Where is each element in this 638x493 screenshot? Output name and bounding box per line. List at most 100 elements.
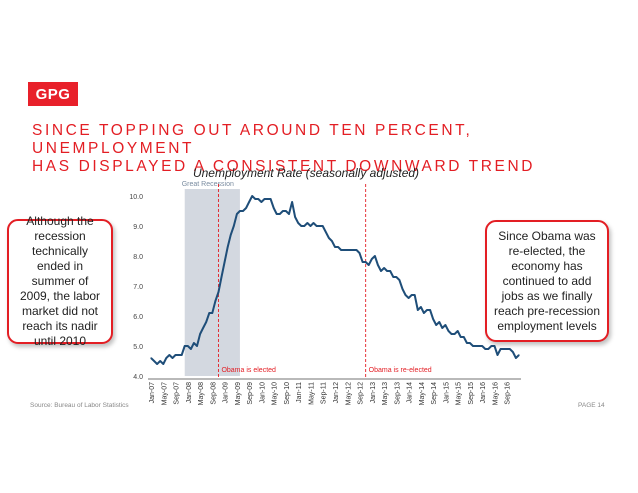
data-point <box>509 348 511 350</box>
x-tick-label: May-07 <box>161 382 168 405</box>
x-tick-label: Jan-09 <box>223 382 230 404</box>
data-point <box>242 210 244 212</box>
data-point <box>414 294 416 296</box>
data-point <box>162 363 164 365</box>
data-point <box>469 342 471 344</box>
data-point <box>319 225 321 227</box>
data-point <box>224 261 226 263</box>
data-point <box>383 267 385 269</box>
x-tick-label: May-14 <box>419 382 426 405</box>
x-tick-label: Jan-07 <box>149 382 156 404</box>
data-point <box>518 354 520 356</box>
source-note: Source: Bureau of Labor Statistics <box>30 402 129 409</box>
data-point <box>374 255 376 257</box>
x-tick-label: Sep-15 <box>468 382 475 405</box>
data-point <box>444 324 446 326</box>
data-point <box>156 363 158 365</box>
data-point <box>257 198 259 200</box>
x-tick-label: May-09 <box>235 382 242 405</box>
data-point <box>423 312 425 314</box>
x-tick-label: Sep-16 <box>505 382 512 405</box>
x-tick-label: Jan-16 <box>480 382 487 404</box>
chart-title: Unemployment Rate (seasonally adjusted) <box>193 166 419 180</box>
data-point <box>227 246 229 248</box>
x-tick-label: May-12 <box>345 382 352 405</box>
x-tick-label: Sep-14 <box>431 382 438 405</box>
data-point <box>362 261 364 263</box>
data-point <box>380 270 382 272</box>
data-point <box>435 324 437 326</box>
x-tick-label: Jan-15 <box>443 382 450 404</box>
data-point <box>429 309 431 311</box>
data-point <box>153 360 155 362</box>
data-point <box>441 327 443 329</box>
data-point <box>230 234 232 236</box>
x-tick-label: Sep-09 <box>247 382 254 405</box>
data-point <box>352 249 354 251</box>
recession-band <box>184 189 240 376</box>
recession-label: Great Recession <box>182 181 234 188</box>
data-point <box>322 225 324 227</box>
data-point <box>411 294 413 296</box>
data-point <box>217 291 220 293</box>
data-point <box>417 309 419 311</box>
data-point <box>193 342 195 344</box>
data-point <box>515 357 517 359</box>
data-point <box>426 309 428 311</box>
data-point <box>260 201 262 203</box>
x-tick-label: May-10 <box>272 382 279 405</box>
data-point <box>398 279 400 281</box>
data-point <box>174 354 177 356</box>
x-tick-label: May-11 <box>308 382 315 405</box>
data-point <box>294 216 296 218</box>
data-point <box>503 348 505 350</box>
data-point <box>365 261 367 263</box>
x-tick-label: May-13 <box>382 382 389 405</box>
data-point <box>285 210 287 212</box>
data-point <box>512 351 514 353</box>
x-tick-label: Sep-11 <box>321 382 328 404</box>
data-point <box>355 249 358 251</box>
data-point <box>496 354 499 356</box>
x-tick-label: Sep-07 <box>174 382 181 405</box>
data-point <box>408 297 410 299</box>
data-point <box>303 225 305 227</box>
y-tick-label: 9.0 <box>133 224 143 231</box>
y-tick-label: 8.0 <box>133 254 143 261</box>
data-point <box>248 201 250 203</box>
x-tick-label: Jan-12 <box>333 382 340 404</box>
data-point <box>395 276 397 278</box>
data-point <box>273 207 275 209</box>
callout-right-text: Since Obama was re-elected, the economy … <box>493 228 601 333</box>
data-point <box>340 249 342 251</box>
x-tick-label: Jan-13 <box>370 382 377 404</box>
data-point <box>463 336 465 338</box>
data-point <box>371 258 373 260</box>
data-point <box>300 225 302 227</box>
data-point <box>346 249 348 251</box>
data-point <box>165 357 167 359</box>
company-logo: GPG <box>28 82 78 106</box>
data-point <box>454 333 456 335</box>
data-point <box>316 225 318 227</box>
data-point <box>487 348 489 350</box>
data-point <box>404 294 407 296</box>
data-point <box>500 348 502 350</box>
data-point <box>251 195 253 197</box>
x-tick-label: Jan-10 <box>259 382 266 404</box>
data-point <box>270 198 272 200</box>
data-point <box>178 354 180 356</box>
data-point <box>239 210 241 212</box>
y-tick-label: 5.0 <box>133 344 143 351</box>
data-point <box>236 213 238 215</box>
x-tick-label: May-15 <box>456 382 463 405</box>
data-point <box>420 306 422 308</box>
x-tick-label: Jan-11 <box>296 382 303 403</box>
data-point <box>386 270 388 272</box>
data-point <box>466 342 468 344</box>
data-point <box>202 327 204 329</box>
data-point <box>343 249 345 251</box>
data-point <box>331 240 333 242</box>
x-tick-label: Jan-08 <box>186 382 193 404</box>
data-point <box>288 213 290 215</box>
